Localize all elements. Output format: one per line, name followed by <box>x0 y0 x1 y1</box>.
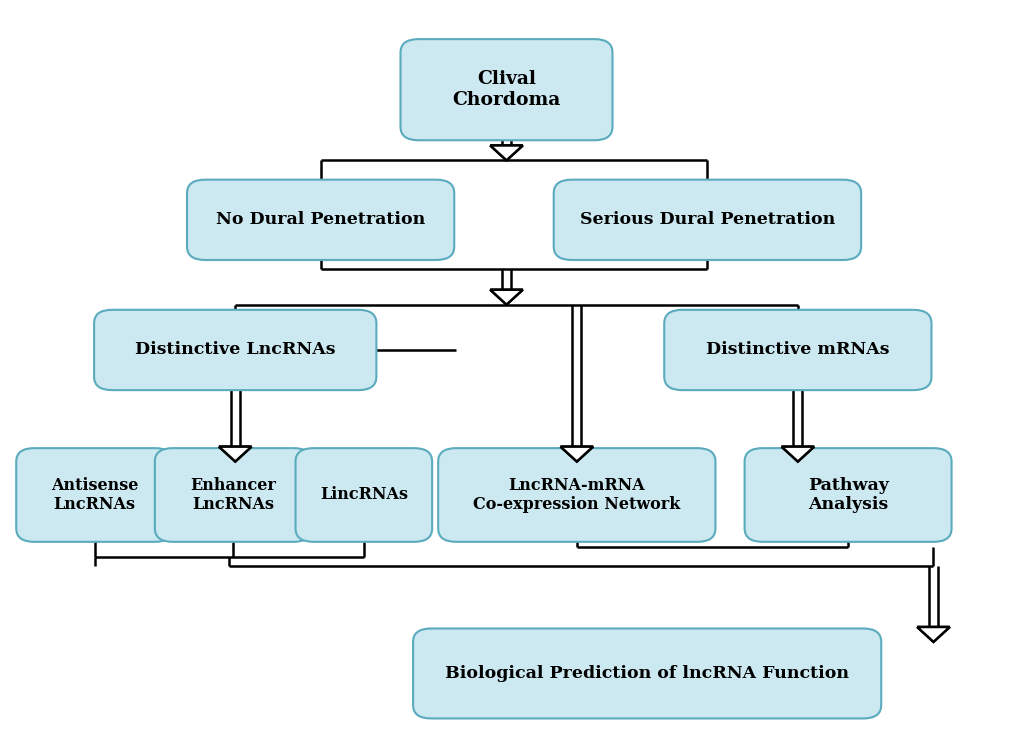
FancyBboxPatch shape <box>439 448 715 542</box>
Text: Distinctive mRNAs: Distinctive mRNAs <box>706 341 889 359</box>
Polygon shape <box>219 447 251 462</box>
FancyBboxPatch shape <box>745 448 951 542</box>
Text: Antisense
LncRNAs: Antisense LncRNAs <box>51 477 138 514</box>
FancyBboxPatch shape <box>94 310 377 390</box>
Text: Distinctive LncRNAs: Distinctive LncRNAs <box>135 341 335 359</box>
Polygon shape <box>782 447 814 462</box>
FancyBboxPatch shape <box>155 448 312 542</box>
Polygon shape <box>490 145 523 160</box>
Polygon shape <box>560 447 593 462</box>
Text: Enhancer
LncRNAs: Enhancer LncRNAs <box>190 477 277 514</box>
FancyBboxPatch shape <box>187 180 454 260</box>
FancyBboxPatch shape <box>413 629 881 718</box>
Text: Biological Prediction of lncRNA Function: Biological Prediction of lncRNA Function <box>445 665 849 682</box>
FancyBboxPatch shape <box>16 448 173 542</box>
FancyBboxPatch shape <box>665 310 932 390</box>
FancyBboxPatch shape <box>554 180 861 260</box>
Text: No Dural Penetration: No Dural Penetration <box>216 211 425 229</box>
FancyBboxPatch shape <box>400 39 613 141</box>
Text: Serious Dural Penetration: Serious Dural Penetration <box>579 211 835 229</box>
Text: LincRNAs: LincRNAs <box>320 487 408 504</box>
Polygon shape <box>490 290 523 305</box>
Polygon shape <box>917 627 950 642</box>
Text: Pathway
Analysis: Pathway Analysis <box>807 477 888 514</box>
FancyBboxPatch shape <box>296 448 433 542</box>
Text: LncRNA-mRNA
Co-expression Network: LncRNA-mRNA Co-expression Network <box>473 477 681 514</box>
Text: Clival
Chordoma: Clival Chordoma <box>453 70 560 109</box>
